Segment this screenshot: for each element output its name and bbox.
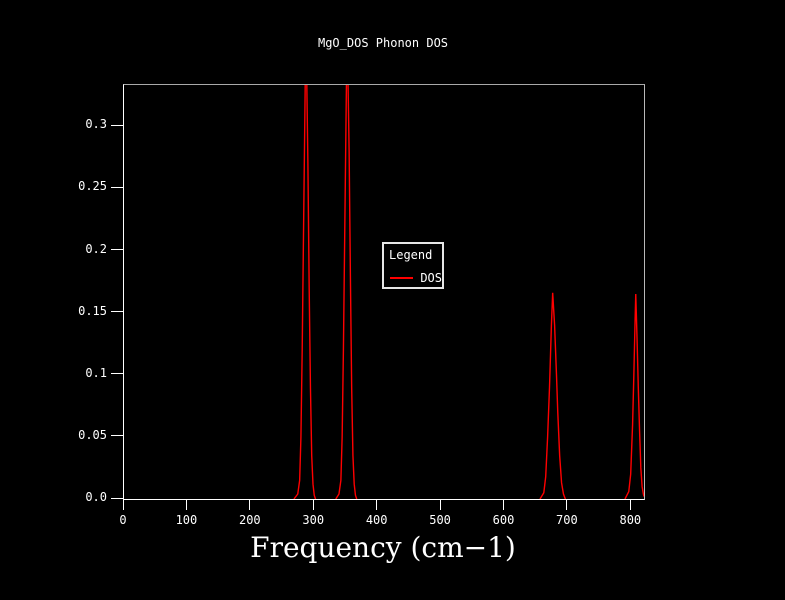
legend-line-sample-icon xyxy=(390,277,414,279)
y-tick xyxy=(111,373,123,375)
chart-title: MgO_DOS Phonon DOS xyxy=(317,36,449,50)
x-tick xyxy=(249,499,251,510)
y-tick-label: 0.3 xyxy=(85,117,107,132)
y-tick xyxy=(111,124,123,126)
x-tick-label: 300 xyxy=(302,513,325,527)
plot-area xyxy=(123,84,645,500)
x-tick xyxy=(122,499,124,510)
y-tick xyxy=(111,311,123,313)
x-tick-label: 0 xyxy=(119,513,127,527)
y-tick xyxy=(111,249,123,251)
y-tick-label: 0.1 xyxy=(85,365,107,380)
x-tick-label: 600 xyxy=(492,513,515,527)
x-axis-label: Frequency (cm−1) xyxy=(250,531,516,564)
dos-curve-path xyxy=(293,85,644,499)
x-tick xyxy=(376,499,378,510)
x-tick xyxy=(312,499,314,510)
y-tick-label: 0.0 xyxy=(85,490,107,504)
y-tick-label: 0.05 xyxy=(78,427,107,442)
x-tick-label: 400 xyxy=(365,513,388,527)
x-tick xyxy=(629,499,631,510)
dos-curve xyxy=(293,85,644,499)
x-tick-label: 200 xyxy=(238,513,261,527)
legend-box: Legend DOS xyxy=(382,242,444,289)
y-tick-label: 0.2 xyxy=(85,241,107,256)
y-tick-label: 0.15 xyxy=(78,303,107,318)
x-tick-label: 700 xyxy=(556,513,578,527)
x-tick-label: 100 xyxy=(175,513,198,527)
x-tick xyxy=(185,499,187,510)
x-tick-label: 500 xyxy=(429,513,451,527)
legend-entry: DOS xyxy=(384,271,442,285)
legend-title: Legend xyxy=(389,248,433,262)
x-tick xyxy=(566,499,568,510)
x-tick xyxy=(439,499,441,510)
x-tick xyxy=(502,499,504,510)
y-tick xyxy=(111,186,123,188)
y-tick xyxy=(111,435,123,437)
legend-entry-label: DOS xyxy=(420,271,442,285)
y-tick-label: 0.25 xyxy=(78,179,107,194)
y-tick xyxy=(111,497,123,499)
x-tick-label: 800 xyxy=(619,513,642,527)
